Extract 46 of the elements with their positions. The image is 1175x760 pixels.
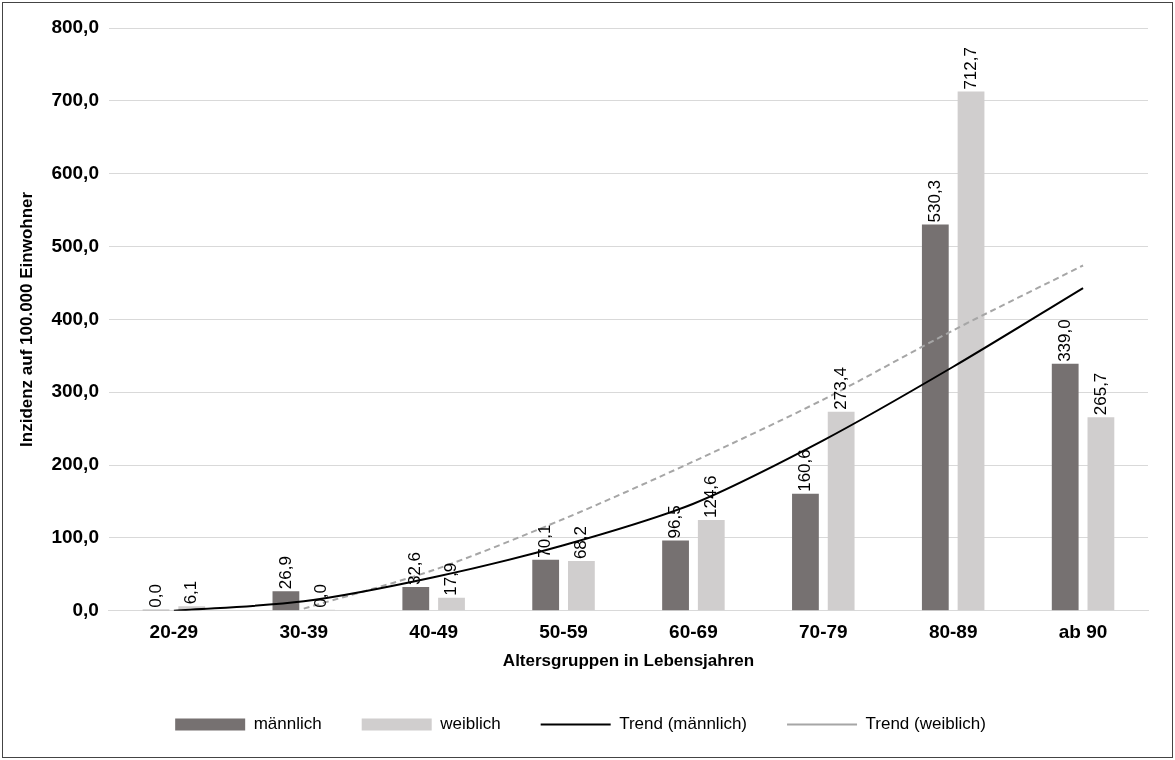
- data-label: 712,7: [960, 47, 980, 90]
- legend-label: Trend (weiblich): [865, 714, 986, 734]
- data-label: 530,3: [925, 179, 945, 223]
- y-tick-label: 500,0: [51, 234, 99, 256]
- x-tick-label: 80-89: [928, 621, 978, 643]
- data-label: 96,5: [665, 505, 685, 539]
- y-tick-label: 600,0: [51, 161, 99, 183]
- x-tick-label: 30-39: [279, 621, 329, 643]
- line-series: [302, 264, 1085, 610]
- data-label: 160,6: [795, 449, 815, 492]
- y-tick-label: 200,0: [51, 453, 99, 475]
- data-label: 0,0: [145, 584, 165, 608]
- bar: [921, 224, 949, 611]
- bar: [402, 587, 430, 611]
- x-tick-label: ab 90: [1058, 621, 1108, 643]
- bar: [792, 493, 819, 611]
- data-label: 17,9: [441, 562, 461, 596]
- bar: [662, 540, 689, 611]
- data-label: 339,0: [1054, 319, 1074, 362]
- data-label: 124,6: [700, 475, 720, 519]
- x-axis-title: Altersgruppen in Lebensjahren: [502, 651, 755, 671]
- x-tick-label: 70-79: [798, 621, 848, 643]
- legend-label: Trend (männlich): [619, 714, 748, 734]
- data-label: 265,7: [1090, 372, 1110, 416]
- data-label: 26,9: [275, 556, 295, 590]
- x-tick-label: 60-69: [669, 621, 718, 643]
- data-label: 32,6: [405, 551, 425, 586]
- x-tick-label: 50-59: [539, 621, 588, 643]
- data-label: 68,2: [571, 526, 591, 560]
- data-label: 70,1: [535, 524, 555, 558]
- y-tick-label: 400,0: [51, 307, 99, 329]
- data-label: 0,0: [311, 584, 331, 608]
- bar: [1051, 363, 1079, 611]
- data-label: 273,4: [830, 367, 850, 410]
- legend-label: weiblich: [439, 714, 501, 734]
- y-tick-label: 0,0: [72, 599, 99, 621]
- legend-label: männlich: [253, 714, 322, 734]
- y-axis-title: Inzidenz auf 100.000 Einwohner: [16, 191, 36, 447]
- x-tick-label: 20-29: [149, 621, 199, 643]
- data-label: 6,1: [181, 580, 201, 605]
- y-tick-label: 700,0: [51, 89, 99, 111]
- x-tick-label: 40-49: [409, 621, 458, 643]
- bar: [532, 559, 560, 611]
- y-tick-label: 300,0: [51, 380, 99, 402]
- y-tick-label: 800,0: [51, 16, 99, 38]
- y-tick-label: 100,0: [51, 526, 99, 548]
